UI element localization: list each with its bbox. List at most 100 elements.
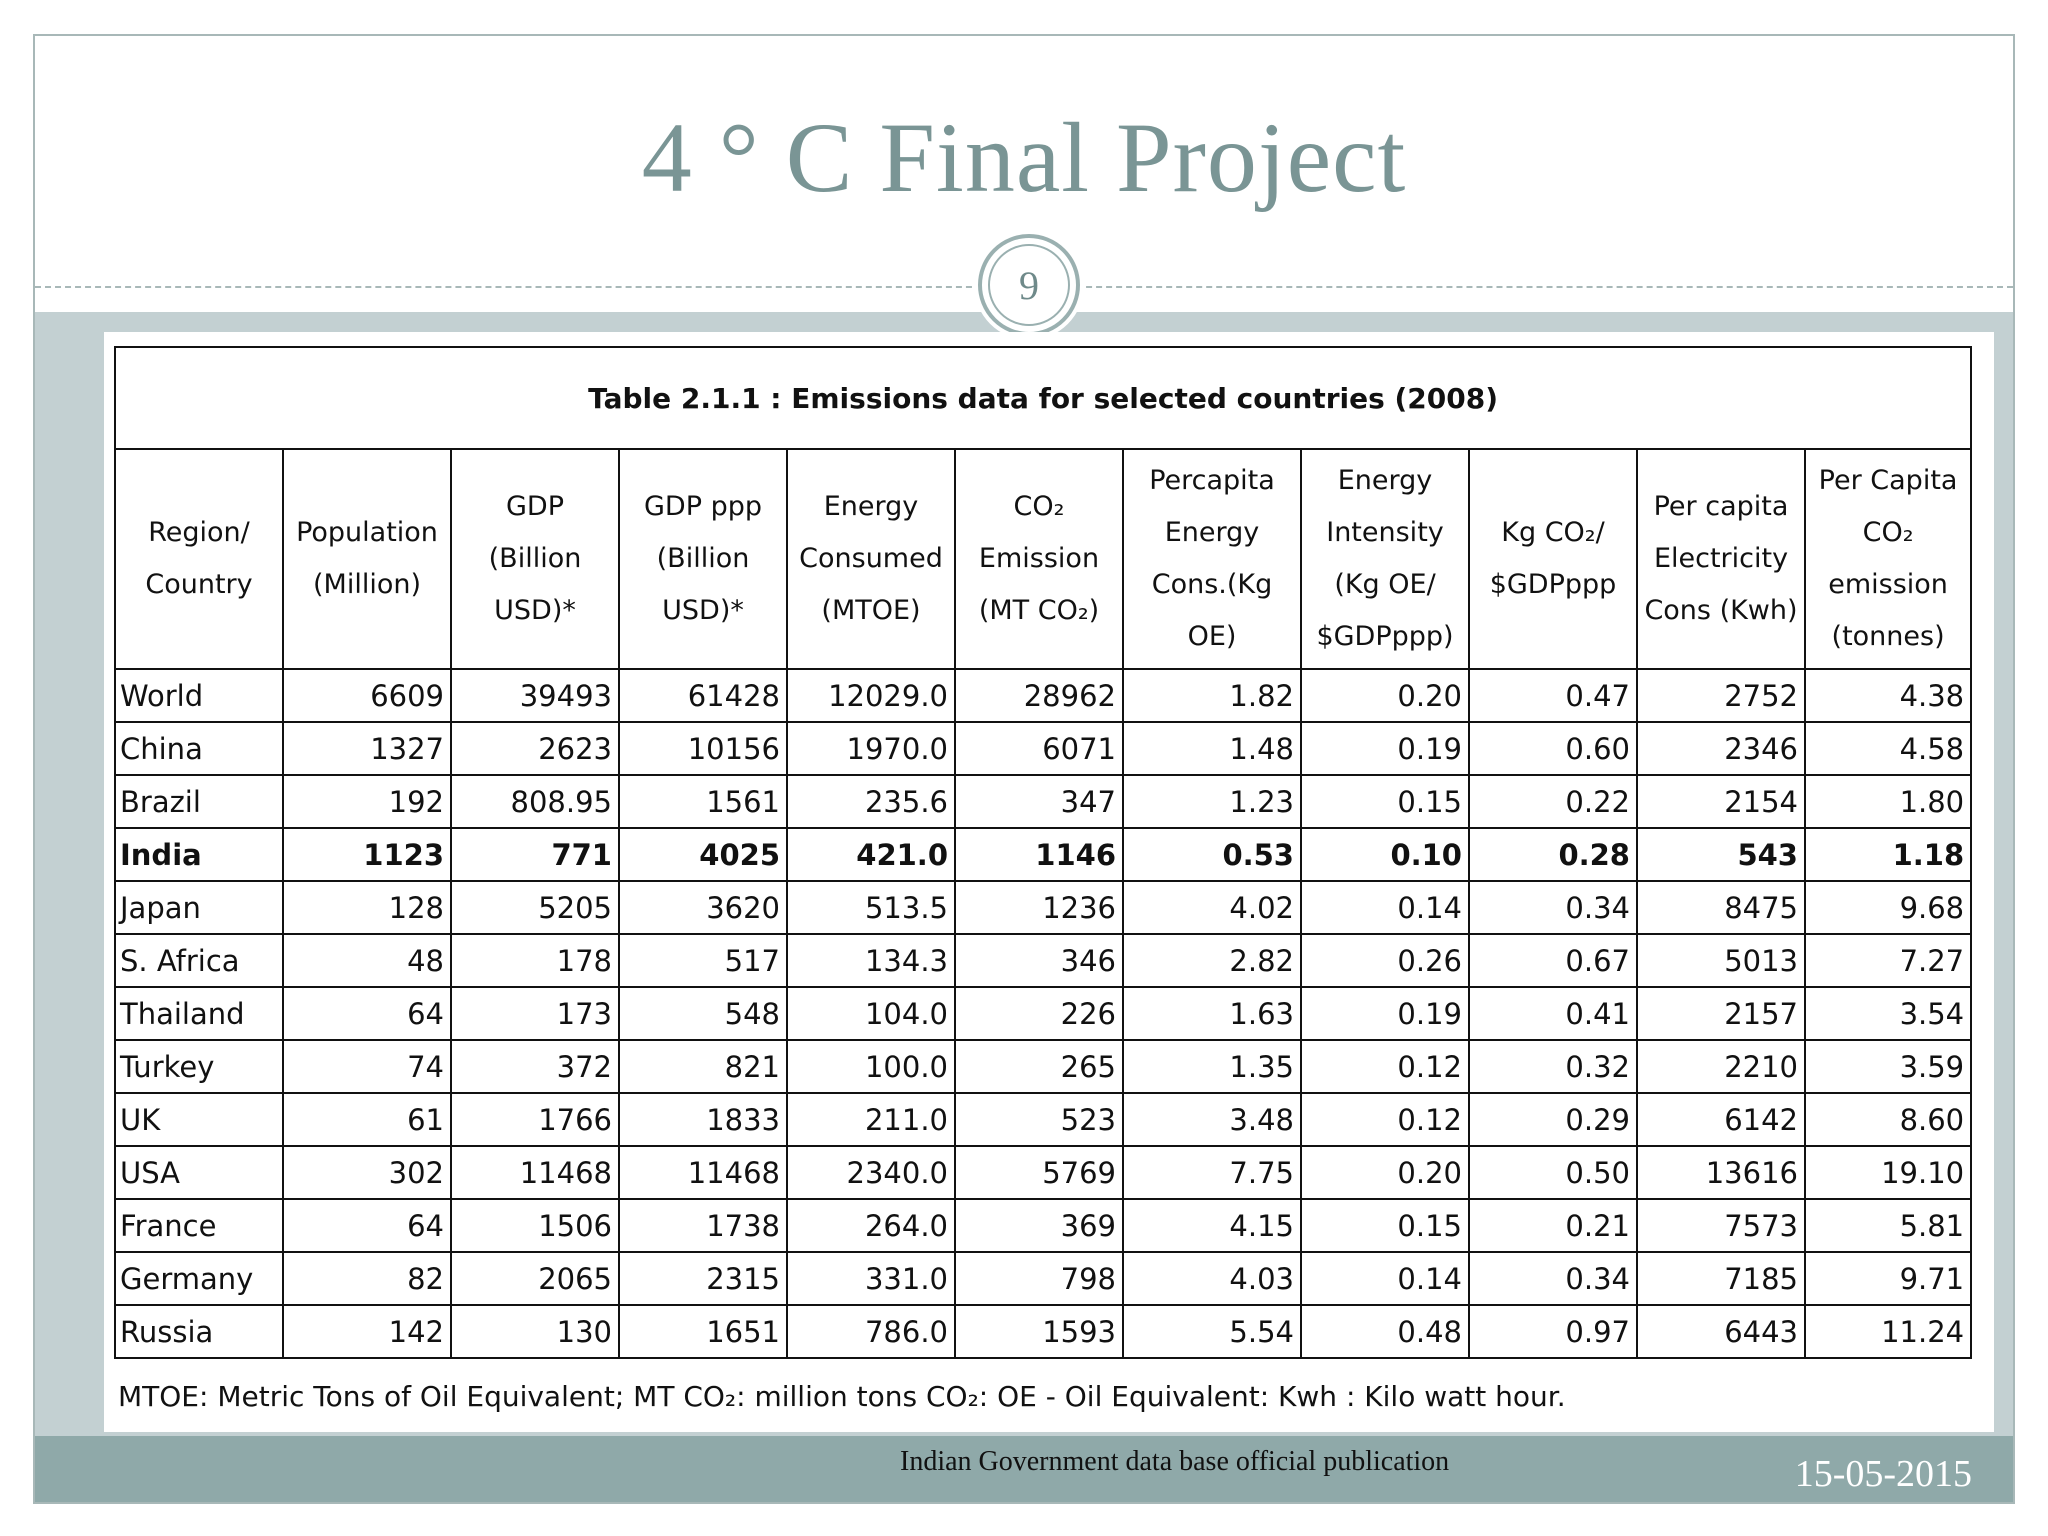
table-cell: 11468 [450, 1145, 620, 1200]
table-cell: 4.38 [1803, 668, 1973, 723]
emissions-table: Table 2.1.1 : Emissions data for selecte… [113, 346, 1973, 1359]
table-row: India 1123 771 4025 421.0 1146 0.53 0.10 0.28 543… [114, 827, 1973, 882]
table-cell: 2.82 [1122, 933, 1302, 988]
column-header: Region/ Country [114, 448, 284, 670]
table-cell: 0.14 [1300, 1251, 1470, 1306]
table-cell: 7.27 [1803, 933, 1973, 988]
table-cell: 2346 [1636, 721, 1806, 776]
table-cell: 235.6 [786, 774, 956, 829]
table-row: China 1327 2623 10156 1970.0 6071 1.48 0.19 0.60… [114, 721, 1973, 776]
table-cell: 8.60 [1803, 1092, 1973, 1147]
table-cell: 331.0 [786, 1251, 956, 1306]
table-cell: 1146 [954, 827, 1124, 882]
table-cell: 421.0 [786, 827, 956, 882]
table-cell: 6142 [1636, 1092, 1806, 1147]
table-cell: 0.50 [1468, 1145, 1638, 1200]
table-cell: 130 [450, 1304, 620, 1359]
table-cell: 82 [282, 1251, 452, 1306]
page-number: 9 [988, 244, 1070, 326]
table-cell: 0.28 [1468, 827, 1638, 882]
table-cell: 28962 [954, 668, 1124, 723]
table-cell: 0.15 [1300, 1198, 1470, 1253]
table-cell: 2065 [450, 1251, 620, 1306]
footer-band [35, 1436, 2013, 1502]
table-row: Brazil 192 808.95 1561 235.6 347 1.23 0.15 0.22 2… [114, 774, 1973, 829]
source-note: Indian Government data base official pub… [900, 1446, 1450, 1477]
column-header: GDP (Billion USD)* [450, 448, 620, 670]
table-cell: 6443 [1636, 1304, 1806, 1359]
row-country: World [114, 668, 284, 723]
table-cell: 0.19 [1300, 986, 1470, 1041]
table-cell: 1593 [954, 1304, 1124, 1359]
table-cell: 1236 [954, 880, 1124, 935]
table-cell: 2154 [1636, 774, 1806, 829]
table-cell: 7573 [1636, 1198, 1806, 1253]
slide-title: 4 ° C Final Project [641, 102, 1407, 213]
table-row: Japan 128 5205 3620 513.5 1236 4.02 0.14 0.34 847… [114, 880, 1973, 935]
table-row: Turkey 74 372 821 100.0 265 1.35 0.12 0.32 2210 3.… [114, 1039, 1973, 1094]
table-cell: 5.81 [1803, 1198, 1973, 1253]
table-cell: 786.0 [786, 1304, 956, 1359]
table-cell: 10156 [618, 721, 788, 776]
table-cell: 5769 [954, 1145, 1124, 1200]
table-cell: 0.34 [1468, 880, 1638, 935]
table-cell: 4.15 [1122, 1198, 1302, 1253]
table-cell: 12029.0 [786, 668, 956, 723]
row-country: Japan [114, 880, 284, 935]
table-cell: 173 [450, 986, 620, 1041]
table-cell: 1.48 [1122, 721, 1302, 776]
table-cell: 134.3 [786, 933, 956, 988]
table-cell: 808.95 [450, 774, 620, 829]
row-country: Brazil [114, 774, 284, 829]
table-cell: 302 [282, 1145, 452, 1200]
table-cell: 7.75 [1122, 1145, 1302, 1200]
table-cell: 1.80 [1803, 774, 1973, 829]
table-cell: 0.53 [1122, 827, 1302, 882]
table-cell: 8475 [1636, 880, 1806, 935]
table-cell: 64 [282, 986, 452, 1041]
table-cell: 5013 [1636, 933, 1806, 988]
table-cell: 7185 [1636, 1251, 1806, 1306]
table-cell: 0.10 [1300, 827, 1470, 882]
table-cell: 74 [282, 1039, 452, 1094]
table-row: S. Africa 48 178 517 134.3 346 2.82 0.26 0.67 501… [114, 933, 1973, 988]
table-cell: 0.32 [1468, 1039, 1638, 1094]
column-header: Population (Million) [282, 448, 452, 670]
row-country: Germany [114, 1251, 284, 1306]
table-cell: 372 [450, 1039, 620, 1094]
table-cell: 3.54 [1803, 986, 1973, 1041]
table-cell: 5.54 [1122, 1304, 1302, 1359]
table-cell: 1.23 [1122, 774, 1302, 829]
table-cell: 0.22 [1468, 774, 1638, 829]
row-country: UK [114, 1092, 284, 1147]
column-header: Energy Intensity (Kg OE/ $GDPppp) [1300, 448, 1470, 670]
table-cell: 3.48 [1122, 1092, 1302, 1147]
table-cell: 1561 [618, 774, 788, 829]
table-row: USA 302 11468 11468 2340.0 5769 7.75 0.20 0.50 13… [114, 1145, 1973, 1200]
row-country: USA [114, 1145, 284, 1200]
table-cell: 1327 [282, 721, 452, 776]
table-cell: 1.63 [1122, 986, 1302, 1041]
table-cell: 0.15 [1300, 774, 1470, 829]
table-cell: 61428 [618, 668, 788, 723]
column-header: CO₂ Emission (MT CO₂) [954, 448, 1124, 670]
column-header: Per Capita CO₂ emission (tonnes) [1803, 448, 1973, 670]
table-cell: 3.59 [1803, 1039, 1973, 1094]
table-cell: 0.97 [1468, 1304, 1638, 1359]
table-cell: 517 [618, 933, 788, 988]
table-cell: 61 [282, 1092, 452, 1147]
table-cell: 211.0 [786, 1092, 956, 1147]
table-cell: 2315 [618, 1251, 788, 1306]
row-country: India [114, 827, 284, 882]
table-cell: 2210 [1636, 1039, 1806, 1094]
table-cell: 0.47 [1468, 668, 1638, 723]
table-cell: 4.02 [1122, 880, 1302, 935]
table-cell: 513.5 [786, 880, 956, 935]
table-cell: 19.10 [1803, 1145, 1973, 1200]
table-cell: 4.58 [1803, 721, 1973, 776]
table-cell: 0.14 [1300, 880, 1470, 935]
table-cell: 0.21 [1468, 1198, 1638, 1253]
table-cell: 548 [618, 986, 788, 1041]
table-cell: 0.48 [1300, 1304, 1470, 1359]
row-country: China [114, 721, 284, 776]
